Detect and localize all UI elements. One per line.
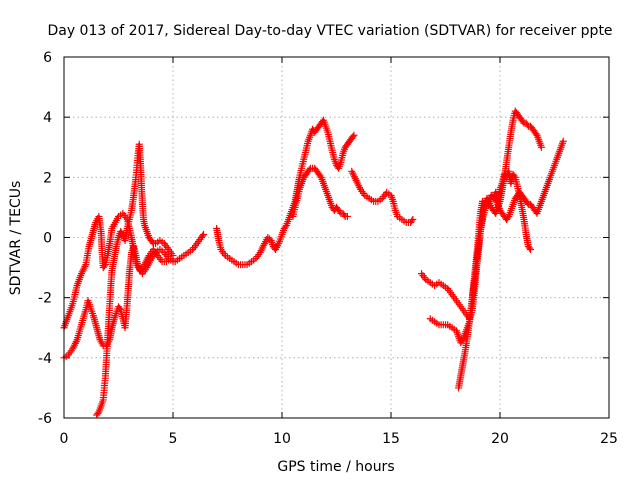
x-tick-label: 25: [600, 431, 618, 447]
data-point: [532, 130, 540, 138]
data-point: [264, 234, 272, 241]
data-point: [94, 409, 102, 417]
y-tick-label: 4: [43, 110, 52, 126]
data-point: [169, 252, 177, 260]
data-point: [316, 172, 324, 180]
data-point: [281, 223, 289, 231]
y-tick-label: 6: [43, 50, 52, 66]
x-tick-label: 20: [491, 431, 509, 447]
data-point: [523, 121, 531, 129]
data-points: [60, 107, 567, 419]
series-track-b: [60, 243, 177, 362]
data-point: [100, 262, 108, 270]
y-tick-label: -2: [38, 291, 52, 307]
data-point: [116, 304, 124, 312]
data-point: [484, 196, 492, 204]
data-point: [527, 246, 535, 254]
data-point: [200, 230, 208, 238]
x-tick-label: 10: [273, 431, 291, 447]
y-tick-label: -4: [38, 351, 52, 367]
data-point: [510, 172, 518, 180]
data-point: [198, 232, 206, 240]
x-tick-label: 5: [169, 431, 178, 447]
data-point: [537, 143, 545, 151]
data-point: [559, 137, 567, 145]
series-track-e: [289, 164, 351, 220]
data-point: [265, 235, 273, 243]
data-point: [349, 133, 357, 141]
y-tick-label: 2: [43, 170, 52, 186]
data-point: [504, 214, 512, 222]
series-track-a: [60, 209, 208, 332]
data-point: [408, 217, 416, 225]
data-point: [305, 166, 313, 174]
y-tick-label: -6: [38, 411, 52, 427]
data-point: [519, 118, 527, 126]
series-track-d: [213, 116, 358, 269]
y-tick-label: 0: [43, 231, 52, 247]
series-track-f: [348, 167, 417, 226]
data-point: [343, 212, 351, 220]
chart-title: Day 013 of 2017, Sidereal Day-to-day VTE…: [47, 23, 612, 39]
data-point: [525, 244, 533, 252]
y-axis-label: SDTVAR / TECUs: [8, 181, 24, 296]
series-track-c: [93, 140, 177, 419]
series-track-j: [492, 137, 567, 223]
x-axis-label: GPS time / hours: [277, 459, 394, 475]
plot-frame: [63, 56, 610, 419]
data-point: [340, 211, 348, 219]
series-track-i: [455, 107, 545, 392]
data-point: [336, 208, 344, 216]
data-point: [523, 199, 531, 207]
x-tick-label: 15: [382, 431, 400, 447]
data-point: [350, 131, 358, 139]
x-tick-label: 0: [60, 431, 69, 447]
data-point: [169, 258, 177, 266]
data-point: [409, 215, 417, 223]
